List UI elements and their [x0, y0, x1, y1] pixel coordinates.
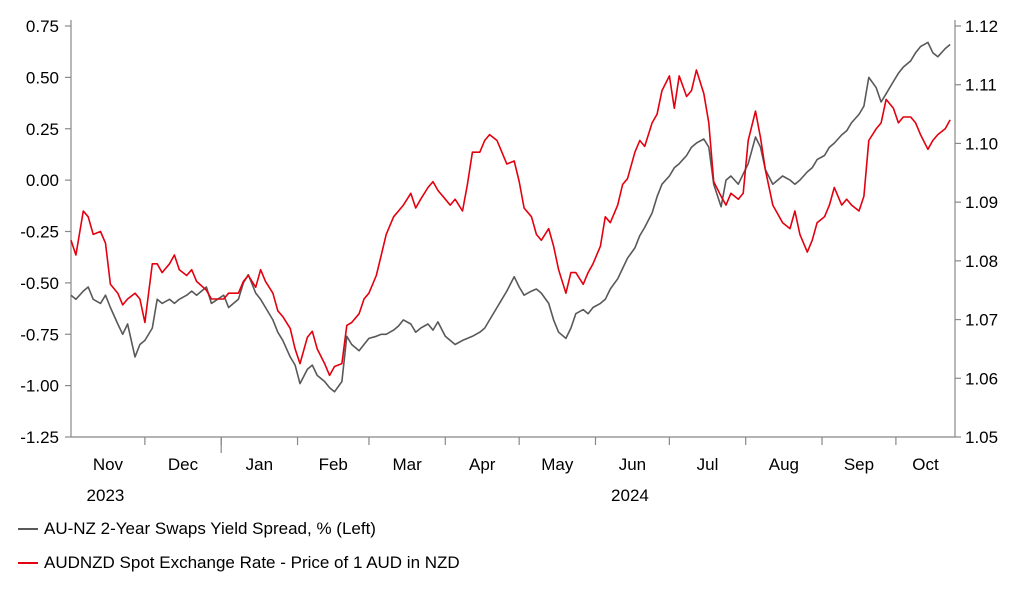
- left-tick-label: -1.00: [20, 377, 59, 396]
- series-line-audnzd: [70, 69, 951, 377]
- right-tick-label: 1.05: [965, 428, 998, 447]
- left-tick-label: -0.50: [20, 274, 59, 293]
- left-tick-label: 0.25: [26, 120, 59, 139]
- legend-label-audnzd: AUDNZD Spot Exchange Rate - Price of 1 A…: [44, 553, 460, 572]
- left-tick-label: 0.75: [26, 17, 59, 36]
- legend-swatch-audnzd: [18, 562, 38, 564]
- right-tick-label: 1.09: [965, 193, 998, 212]
- year-label: 2024: [611, 486, 649, 505]
- month-label: Aug: [769, 455, 799, 474]
- right-tick-label: 1.11: [965, 76, 997, 95]
- right-tick-label: 1.12: [965, 17, 998, 36]
- month-label: Feb: [319, 455, 348, 474]
- right-tick-label: 1.07: [965, 311, 998, 330]
- month-label: Mar: [392, 455, 422, 474]
- left-tick-label: -0.25: [20, 223, 59, 242]
- left-tick-label: 0.50: [26, 68, 59, 87]
- year-label: 2023: [87, 486, 125, 505]
- month-label: Jan: [246, 455, 273, 474]
- legend-item-spread: AU-NZ 2-Year Swaps Yield Spread, % (Left…: [18, 519, 376, 539]
- month-label: Oct: [912, 455, 939, 474]
- left-y-axis: 0.75 0.50 0.25 0.00 -0.25 -0.50 -0.75 -1.00 -1.2…: [20, 17, 72, 447]
- right-y-axis: 1.12 1.11 1.10 1.09 1.08 1.07 1.06 1.05: [954, 17, 998, 447]
- series-line-spread: [70, 41, 951, 393]
- legend-label-spread: AU-NZ 2-Year Swaps Yield Spread, % (Left…: [44, 519, 376, 538]
- right-tick-label: 1.06: [965, 369, 998, 388]
- month-label: Sep: [844, 455, 874, 474]
- legend-item-audnzd: AUDNZD Spot Exchange Rate - Price of 1 A…: [18, 553, 460, 573]
- left-tick-label: 0.00: [26, 171, 59, 190]
- month-label: Jul: [697, 455, 719, 474]
- month-label: Jun: [619, 455, 646, 474]
- left-tick-label: -0.75: [20, 325, 59, 344]
- series-layer: [70, 41, 951, 393]
- right-tick-label: 1.08: [965, 252, 998, 271]
- month-label: Apr: [469, 455, 496, 474]
- month-label: May: [541, 455, 574, 474]
- left-tick-label: -1.25: [20, 428, 59, 447]
- x-axis: Nov Dec Jan Feb Mar Apr May Jun Jul Aug Sep Oct 2023…: [71, 436, 955, 505]
- legend-swatch-spread: [18, 528, 38, 530]
- right-tick-label: 1.10: [965, 134, 998, 153]
- month-label: Nov: [93, 455, 124, 474]
- month-label: Dec: [168, 455, 199, 474]
